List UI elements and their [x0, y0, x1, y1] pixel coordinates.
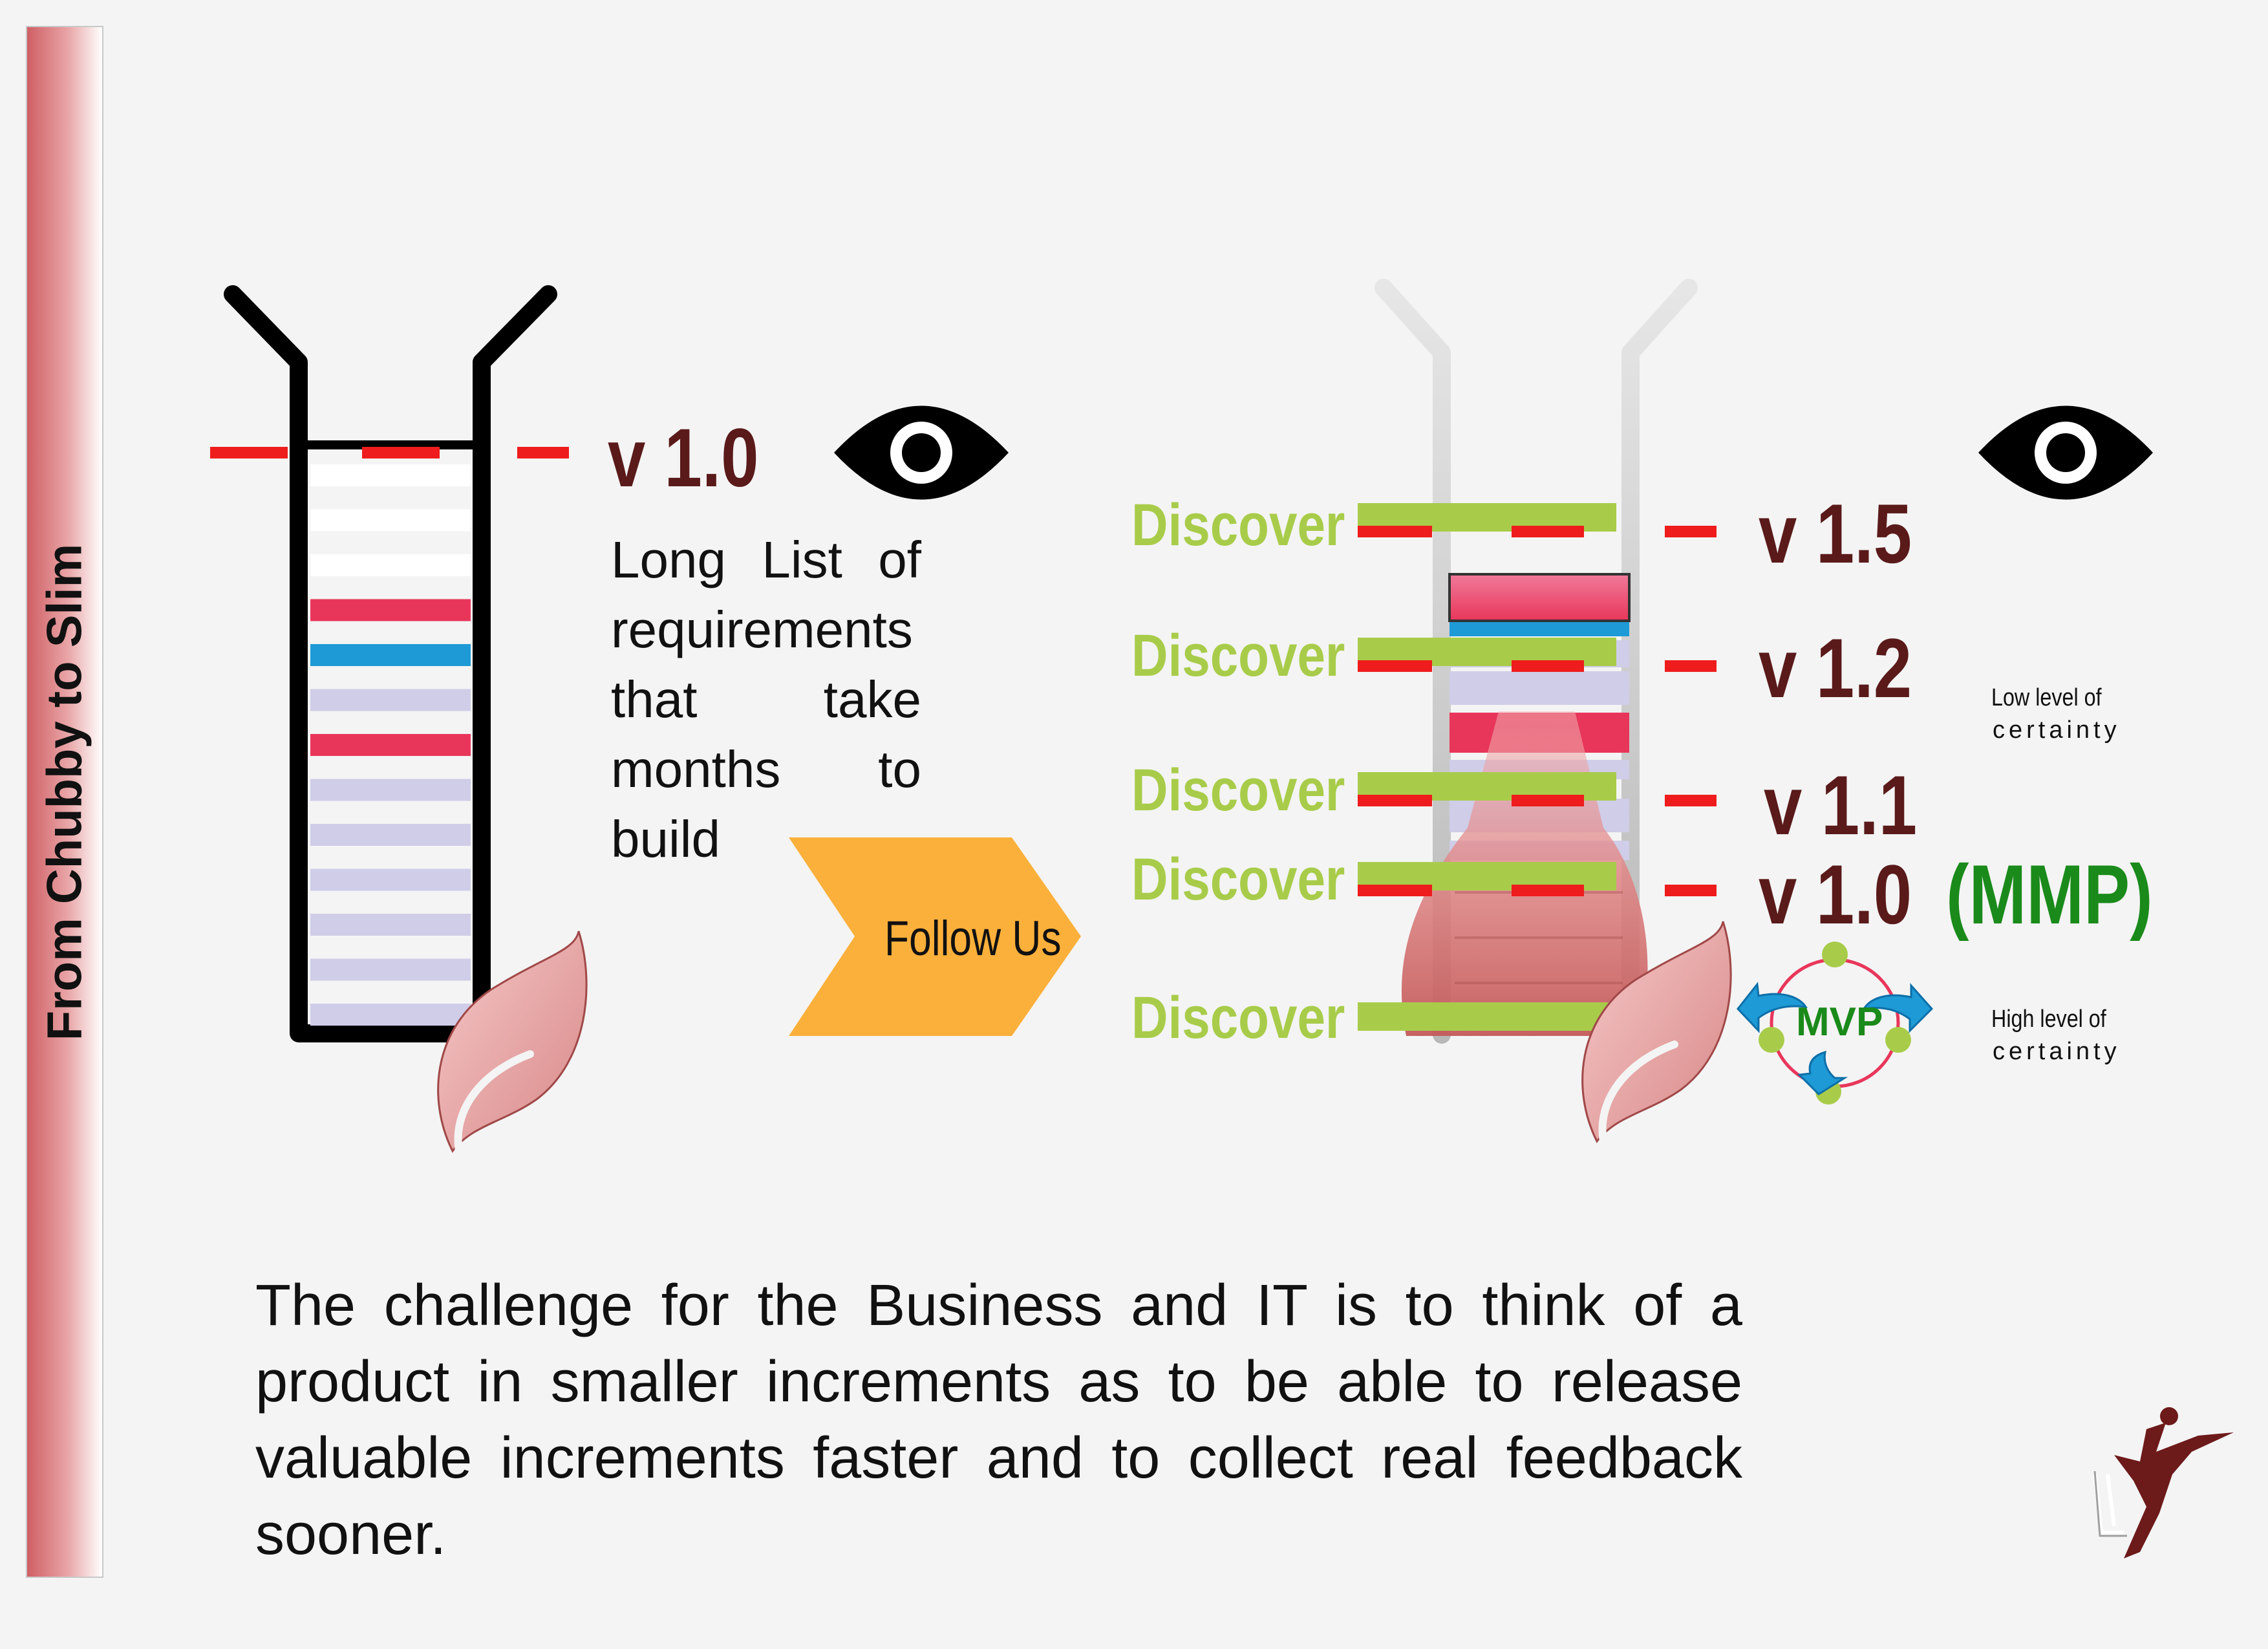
leaf-icon [1581, 921, 1732, 1145]
diagram-canvas [210, 279, 2234, 1558]
mmp-label: (MMP) [1946, 847, 2153, 942]
discover-label: Discover [1131, 846, 1345, 912]
eye-icon [1978, 405, 2153, 500]
ladder-rung [310, 824, 471, 846]
ladder-rung [310, 509, 471, 532]
low-certainty-line1: Low level of [1991, 684, 2102, 711]
discover-label: Discover [1131, 985, 1345, 1051]
follow-us-button[interactable] [789, 837, 1081, 1036]
eye-icon [834, 405, 1009, 500]
ladder-rung [310, 958, 471, 981]
version-label: v 1.2 [1759, 621, 1912, 715]
discover-bars [1358, 503, 1717, 1031]
discover-label: Discover [1131, 757, 1345, 823]
discover-label: Discover [1131, 492, 1345, 558]
left-ladder [224, 285, 557, 1042]
version-label: v 1.0 [1759, 847, 1912, 942]
ladder-rung [310, 554, 471, 576]
high-certainty-line2: certainty [1993, 1038, 2121, 1065]
ladder-rung [310, 464, 471, 486]
left-version-label: v 1.0 [608, 412, 759, 504]
ladder-rung [310, 868, 471, 891]
leaf-icon [437, 931, 588, 1155]
ladder-rung [310, 599, 471, 621]
challenge-statement: The challenge for the Business and IT is… [255, 1273, 1742, 1567]
discover-bar [1358, 1002, 1616, 1031]
mvp-cycle-icon [1737, 942, 1934, 1105]
ladder-rung [310, 689, 471, 711]
ladder-rung [310, 779, 471, 801]
ladder-rung [310, 644, 471, 666]
long-list-description: Long List of requirements that take mont… [611, 531, 921, 868]
brand-logo [2093, 1407, 2234, 1558]
sidebar-gradient-bar [26, 26, 103, 1578]
mvp-label: MVP [1796, 1000, 1883, 1044]
low-certainty-line2: certainty [1993, 717, 2121, 744]
follow-us-label[interactable]: Follow Us [884, 911, 1062, 966]
ladder-rung [310, 734, 471, 756]
version-label: v 1.1 [1764, 758, 1918, 852]
version-label: v 1.5 [1759, 486, 1912, 581]
discover-label: Discover [1131, 623, 1345, 689]
ladder-rung [310, 1004, 471, 1026]
ladder-rung [310, 914, 471, 936]
high-certainty-line1: High level of [1991, 1006, 2106, 1033]
